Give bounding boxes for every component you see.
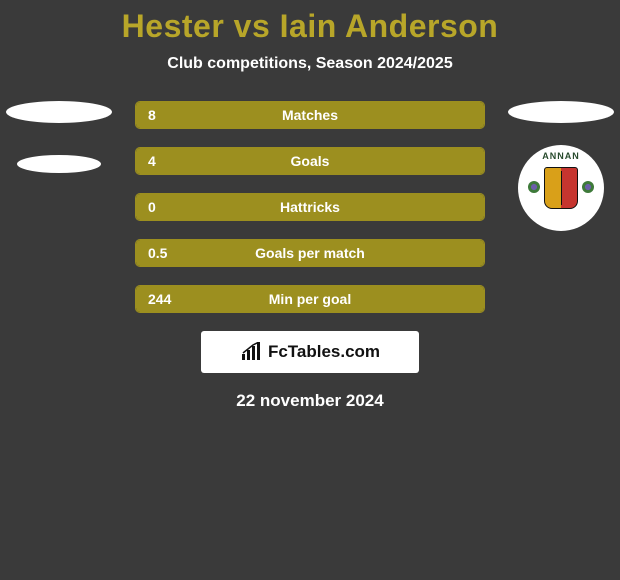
crest-shield-icon [544, 167, 578, 209]
stat-bar: 8 Matches [135, 101, 485, 129]
root: Hester vs Iain Anderson Club competition… [0, 0, 620, 411]
ellipse-icon [17, 155, 101, 173]
crest-text: ANNAN [542, 151, 580, 161]
bar-label: Hattricks [136, 194, 484, 220]
logo-text: FcTables.com [268, 342, 380, 362]
bar-chart-icon [240, 342, 262, 362]
stat-bars: 8 Matches 4 Goals 0 Hattricks 0.5 Goals … [135, 101, 485, 313]
club-crest-icon: ANNAN [518, 145, 604, 231]
date-label: 22 november 2024 [10, 391, 610, 411]
stat-bar: 0 Hattricks [135, 193, 485, 221]
crest-flower-icon [582, 181, 594, 193]
chart-area: ANNAN 8 Matches 4 Goals 0 Hattricks [0, 101, 620, 411]
crest-flower-icon [528, 181, 540, 193]
bar-label: Min per goal [136, 286, 484, 312]
bar-label: Goals per match [136, 240, 484, 266]
stat-bar: 0.5 Goals per match [135, 239, 485, 267]
stat-bar: 4 Goals [135, 147, 485, 175]
bar-label: Goals [136, 148, 484, 174]
ellipse-icon [6, 101, 112, 123]
source-logo: FcTables.com [201, 331, 419, 373]
player-left-badge [6, 101, 112, 173]
page-title: Hester vs Iain Anderson [0, 8, 620, 45]
subtitle: Club competitions, Season 2024/2025 [0, 55, 620, 73]
bar-label: Matches [136, 102, 484, 128]
stat-bar: 244 Min per goal [135, 285, 485, 313]
player-right-badge: ANNAN [508, 101, 614, 231]
ellipse-icon [508, 101, 614, 123]
